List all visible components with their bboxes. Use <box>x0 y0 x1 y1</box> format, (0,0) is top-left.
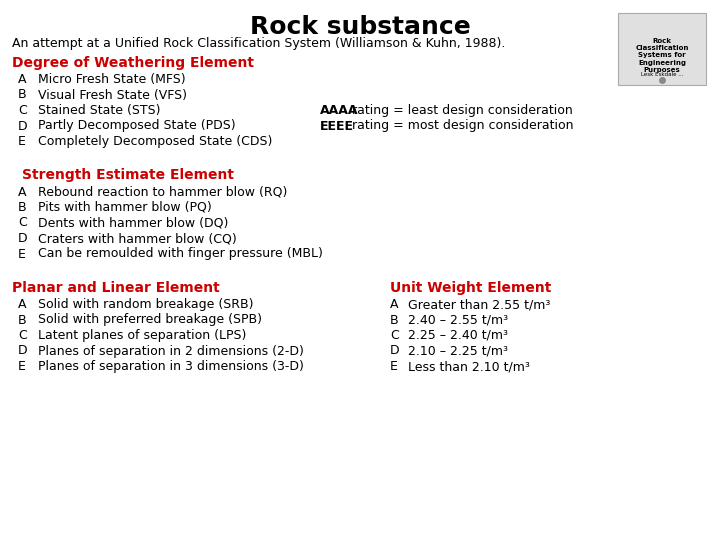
Text: B: B <box>390 314 399 327</box>
Text: C: C <box>18 217 27 230</box>
Text: Greater than 2.55 t/m³: Greater than 2.55 t/m³ <box>408 298 550 311</box>
Text: E: E <box>18 247 26 260</box>
Text: D: D <box>390 345 400 357</box>
Text: Completely Decomposed State (CDS): Completely Decomposed State (CDS) <box>38 135 272 148</box>
Text: Less than 2.10 t/m³: Less than 2.10 t/m³ <box>408 360 530 373</box>
Text: B: B <box>18 314 27 327</box>
Text: D: D <box>18 119 27 132</box>
Text: Can be remoulded with finger pressure (MBL): Can be remoulded with finger pressure (M… <box>38 247 323 260</box>
Text: A: A <box>390 298 398 311</box>
Text: D: D <box>18 345 27 357</box>
Text: Solid with preferred breakage (SPB): Solid with preferred breakage (SPB) <box>38 314 262 327</box>
Text: AAAA: AAAA <box>320 104 359 117</box>
FancyBboxPatch shape <box>618 13 706 85</box>
Text: Micro Fresh State (MFS): Micro Fresh State (MFS) <box>38 73 186 86</box>
Text: E: E <box>18 135 26 148</box>
Text: Planes of separation in 3 dimensions (3-D): Planes of separation in 3 dimensions (3-… <box>38 360 304 373</box>
Text: Stained State (STS): Stained State (STS) <box>38 104 161 117</box>
Text: C: C <box>390 329 399 342</box>
Text: EEEE: EEEE <box>320 119 354 132</box>
Text: Rebound reaction to hammer blow (RQ): Rebound reaction to hammer blow (RQ) <box>38 186 287 199</box>
Text: C: C <box>18 104 27 117</box>
Text: Visual Fresh State (VFS): Visual Fresh State (VFS) <box>38 89 187 102</box>
Text: Degree of Weathering Element: Degree of Weathering Element <box>12 56 254 70</box>
Text: Pits with hammer blow (PQ): Pits with hammer blow (PQ) <box>38 201 212 214</box>
Text: 2.40 – 2.55 t/m³: 2.40 – 2.55 t/m³ <box>408 314 508 327</box>
Text: rating = most design consideration: rating = most design consideration <box>348 119 574 132</box>
Text: B: B <box>18 89 27 102</box>
Text: Solid with random breakage (SRB): Solid with random breakage (SRB) <box>38 298 253 311</box>
Text: Craters with hammer blow (CQ): Craters with hammer blow (CQ) <box>38 232 237 245</box>
Text: Partly Decomposed State (PDS): Partly Decomposed State (PDS) <box>38 119 235 132</box>
Text: A: A <box>18 298 27 311</box>
Text: A: A <box>18 186 27 199</box>
Text: 2.10 – 2.25 t/m³: 2.10 – 2.25 t/m³ <box>408 345 508 357</box>
Text: D: D <box>18 232 27 245</box>
Text: Lesk Eskdale ...: Lesk Eskdale ... <box>641 72 683 77</box>
Text: Unit Weight Element: Unit Weight Element <box>390 281 552 295</box>
Text: rating = least design consideration: rating = least design consideration <box>348 104 572 117</box>
Text: Planes of separation in 2 dimensions (2-D): Planes of separation in 2 dimensions (2-… <box>38 345 304 357</box>
Text: Strength Estimate Element: Strength Estimate Element <box>22 168 234 183</box>
Text: Latent planes of separation (LPS): Latent planes of separation (LPS) <box>38 329 246 342</box>
Text: An attempt at a Unified Rock Classification System (Williamson & Kuhn, 1988).: An attempt at a Unified Rock Classificat… <box>12 37 505 50</box>
Text: 2.25 – 2.40 t/m³: 2.25 – 2.40 t/m³ <box>408 329 508 342</box>
Text: E: E <box>18 360 26 373</box>
Text: Planar and Linear Element: Planar and Linear Element <box>12 281 220 295</box>
Text: A: A <box>18 73 27 86</box>
Text: Dents with hammer blow (DQ): Dents with hammer blow (DQ) <box>38 217 228 230</box>
Text: Rock substance: Rock substance <box>250 15 470 39</box>
Text: C: C <box>18 329 27 342</box>
Text: E: E <box>390 360 398 373</box>
Text: Rock
Classification
Systems for
Engineering
Purposes: Rock Classification Systems for Engineer… <box>635 38 689 73</box>
Text: B: B <box>18 201 27 214</box>
